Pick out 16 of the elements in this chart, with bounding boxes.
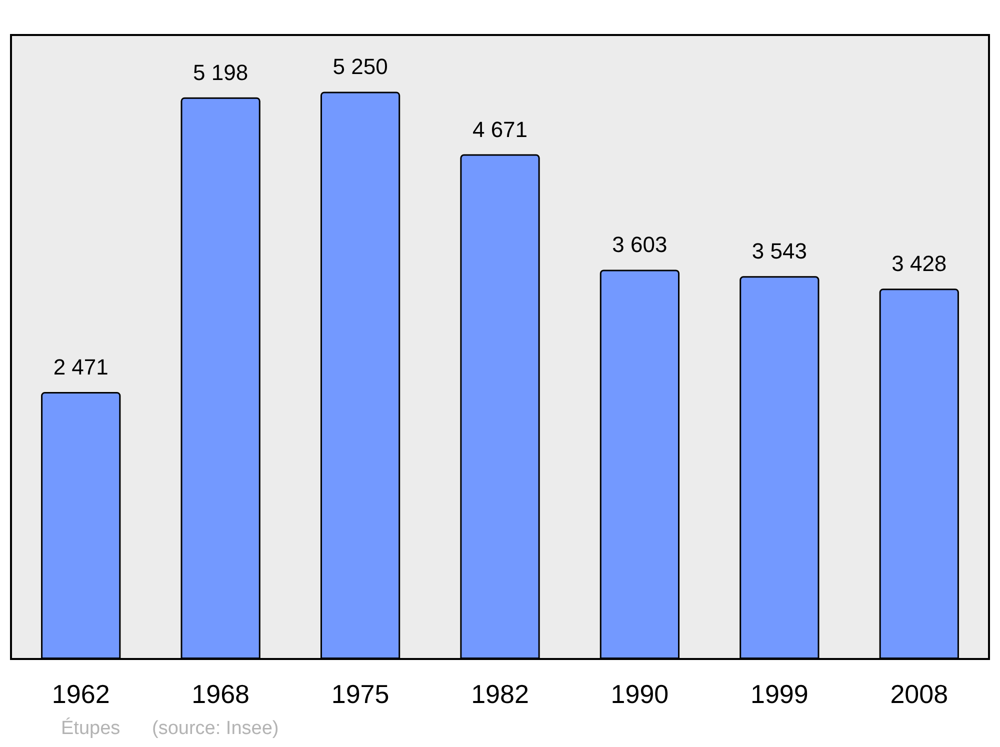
text: (source: Insee) [152, 718, 279, 739]
data-label: 3 428 [892, 251, 947, 276]
x-tick-label: 2008 [890, 679, 948, 709]
x-tick-label: 1990 [610, 679, 669, 709]
data-label: 4 671 [472, 116, 528, 142]
x-tick-label: 1962 [52, 679, 110, 709]
data-label: 5 250 [332, 54, 388, 80]
x-tick-label: 1982 [471, 679, 529, 709]
data-label: 3 603 [612, 232, 668, 258]
x-tick-label: 1975 [331, 679, 390, 709]
x-tick-label: 1999 [750, 679, 808, 709]
text: Étupes [61, 717, 120, 739]
data-label: 5 198 [193, 60, 248, 85]
data-label: 2 471 [53, 354, 108, 380]
x-tick-label: 1968 [192, 679, 250, 709]
data-label: 3 543 [752, 238, 807, 264]
